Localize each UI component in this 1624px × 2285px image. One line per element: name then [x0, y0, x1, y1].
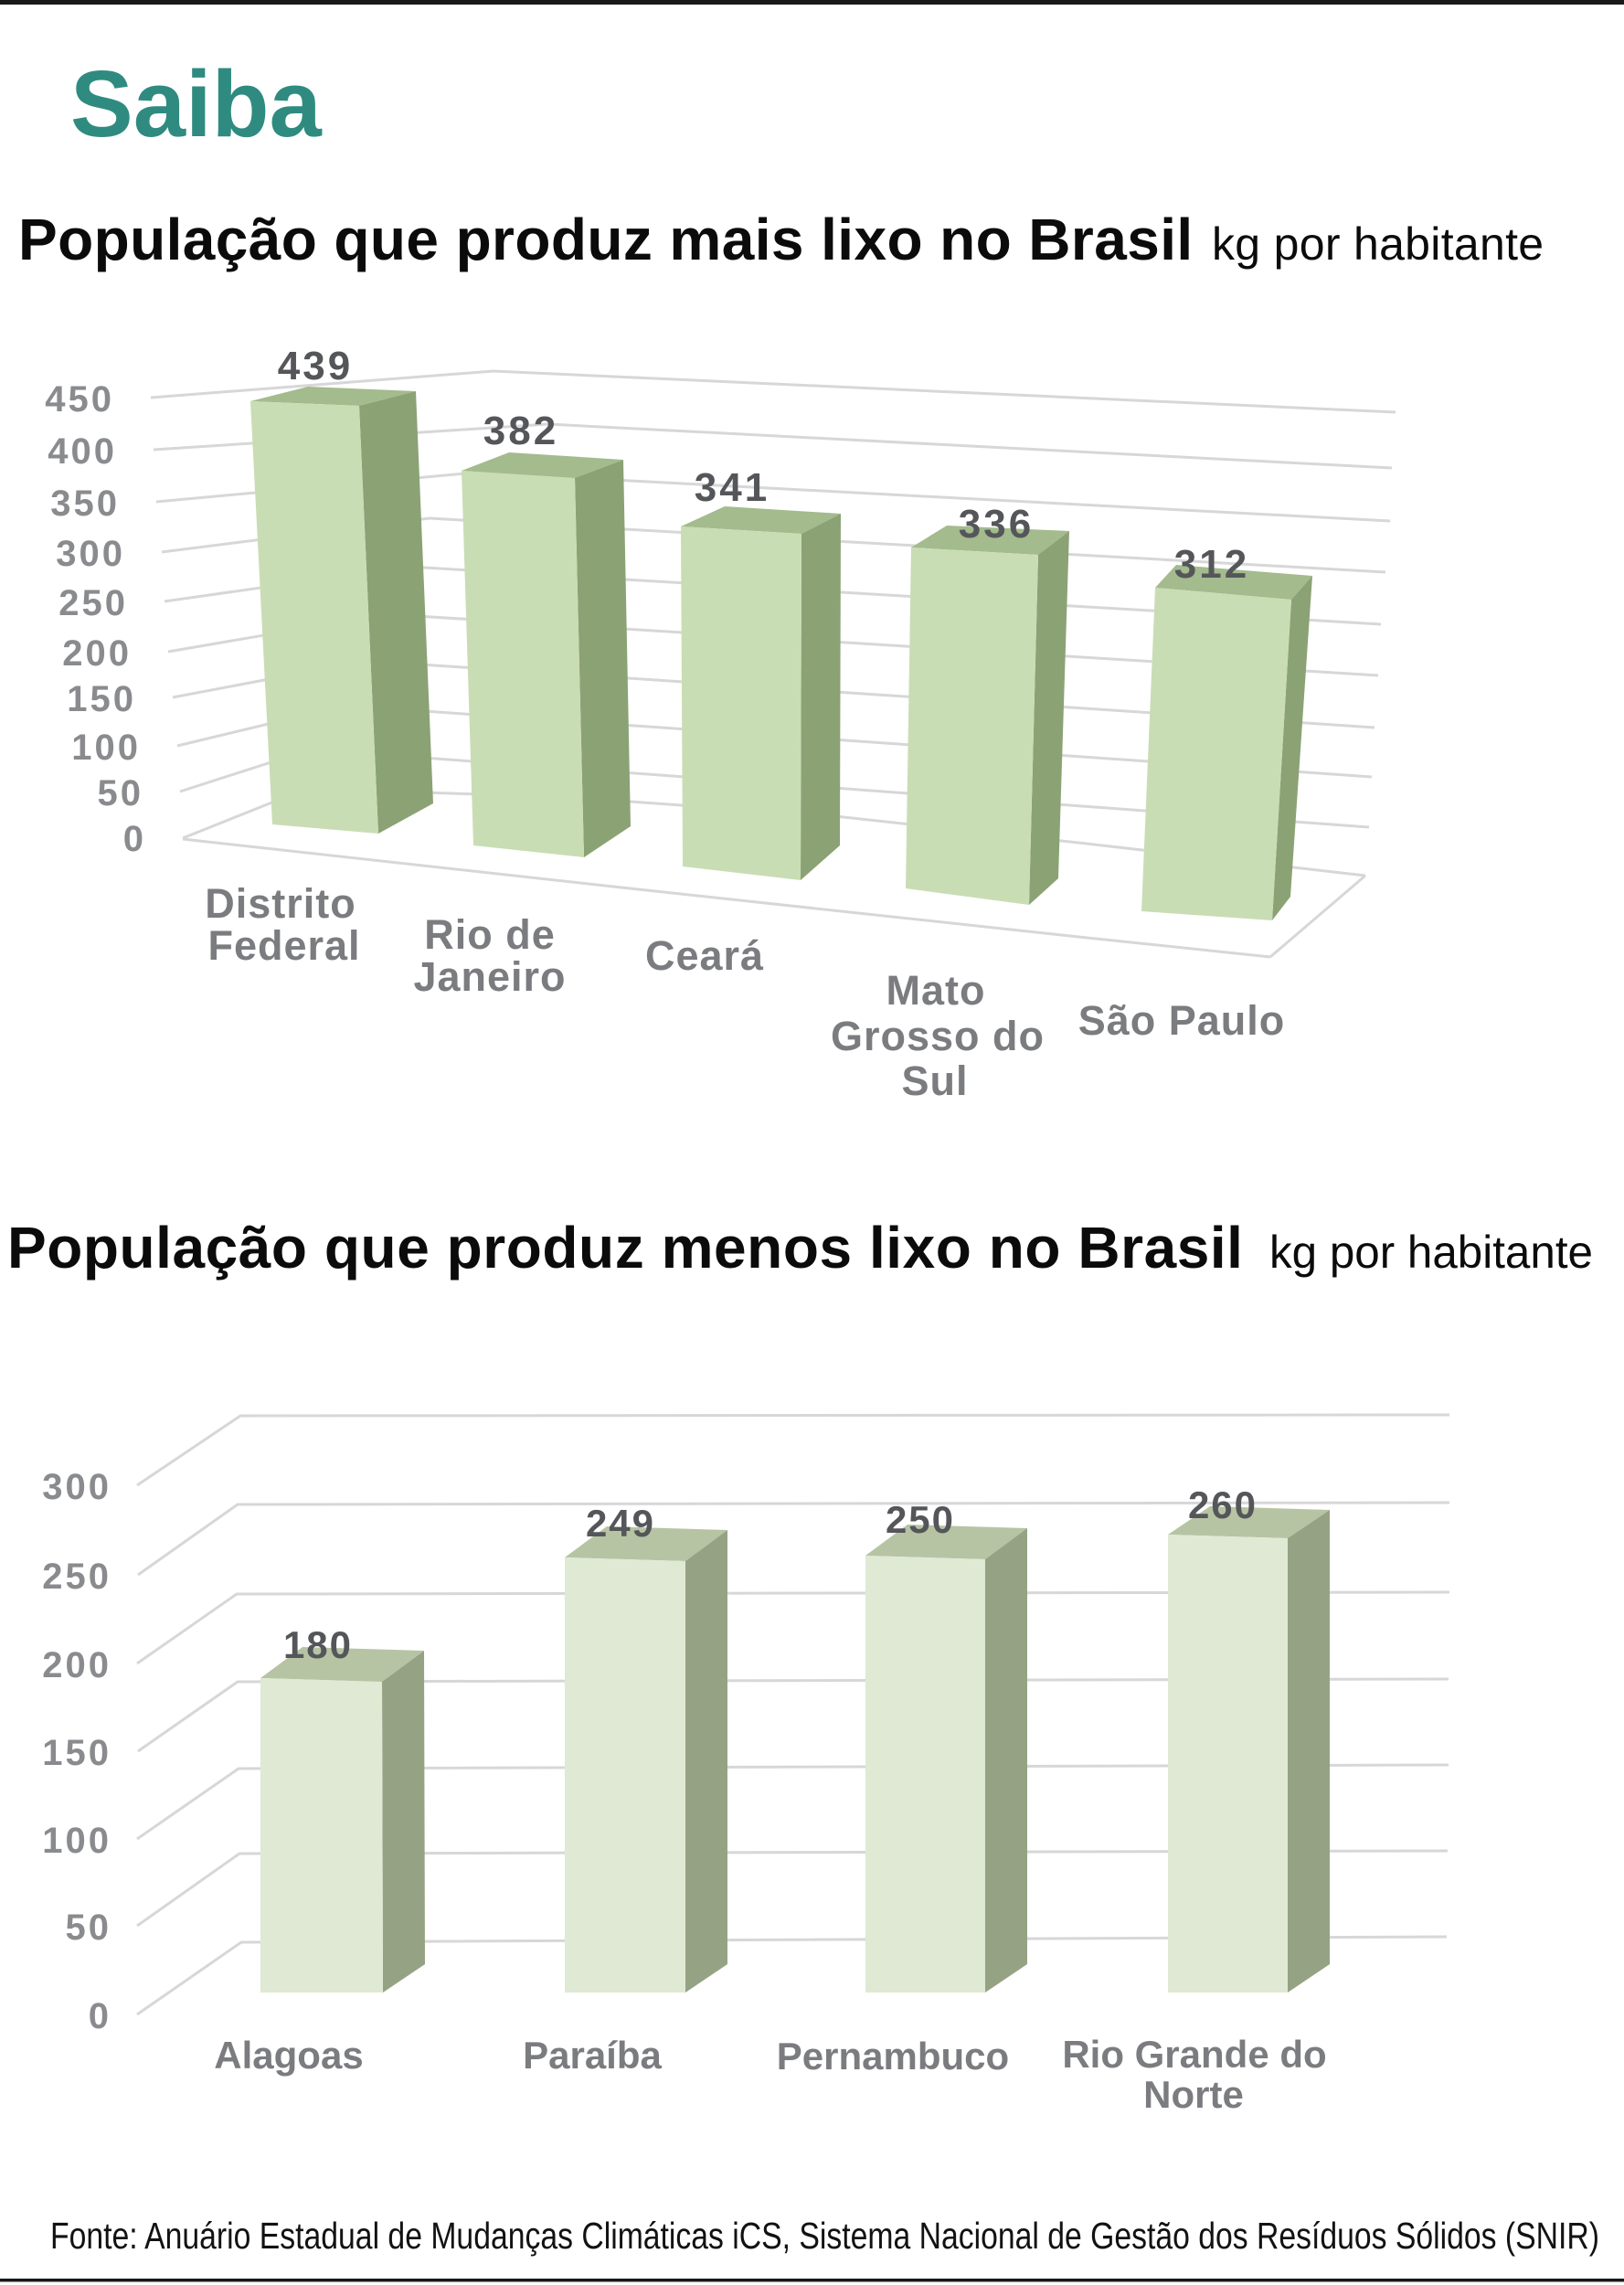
svg-text:População que produz mais lixo: População que produz mais lixo no Brasil: [18, 207, 1194, 272]
svg-text:Paraíba: Paraíba: [523, 2034, 662, 2077]
svg-text:0: 0: [89, 1996, 111, 2036]
svg-text:250: 250: [42, 1557, 111, 1597]
svg-text:São Paulo: São Paulo: [1078, 997, 1286, 1044]
svg-text:336: 336: [959, 502, 1034, 547]
svg-text:249: 249: [586, 1502, 655, 1545]
svg-text:100: 100: [42, 1821, 111, 1861]
svg-text:Fonte: Anuário Estadual de Mud: Fonte: Anuário Estadual de Mudanças Clim…: [50, 2215, 1599, 2257]
svg-text:150: 150: [42, 1733, 111, 1773]
svg-text:250: 250: [886, 1498, 955, 1541]
svg-text:200: 200: [42, 1645, 111, 1685]
svg-text:kg por habitante: kg por habitante: [1212, 218, 1544, 270]
svg-text:Ceará: Ceará: [645, 932, 764, 979]
svg-text:50: 50: [66, 1908, 112, 1948]
svg-text:Pernambuco: Pernambuco: [777, 2035, 1009, 2078]
svg-text:Saiba: Saiba: [70, 51, 323, 156]
svg-text:Janeiro: Janeiro: [413, 953, 566, 1000]
svg-text:Distrito: Distrito: [205, 880, 356, 927]
svg-text:260: 260: [1188, 1483, 1258, 1526]
svg-text:450: 450: [45, 379, 114, 420]
svg-text:180: 180: [283, 1623, 353, 1666]
svg-text:kg por habitante: kg por habitante: [1269, 1227, 1593, 1278]
svg-text:Rio de: Rio de: [424, 911, 556, 958]
svg-text:População que produz menos lix: População que produz menos lixo no Brasi…: [7, 1215, 1244, 1281]
svg-text:341: 341: [695, 465, 770, 510]
svg-text:300: 300: [56, 534, 125, 574]
svg-text:Federal: Federal: [207, 922, 360, 969]
svg-text:439: 439: [278, 344, 353, 388]
svg-text:Rio Grande do: Rio Grande do: [1062, 2033, 1326, 2076]
svg-text:Sul: Sul: [901, 1057, 968, 1104]
svg-text:400: 400: [48, 431, 117, 472]
svg-text:250: 250: [58, 583, 128, 623]
svg-text:382: 382: [483, 409, 558, 453]
svg-text:200: 200: [62, 633, 132, 674]
svg-text:Norte: Norte: [1143, 2073, 1244, 2116]
svg-text:100: 100: [71, 728, 141, 768]
svg-text:50: 50: [98, 773, 144, 813]
svg-text:Alagoas: Alagoas: [214, 2034, 363, 2077]
svg-text:150: 150: [67, 679, 136, 719]
svg-text:300: 300: [42, 1467, 111, 1507]
svg-text:312: 312: [1174, 542, 1249, 587]
svg-text:Mato: Mato: [886, 967, 986, 1014]
svg-text:0: 0: [123, 819, 146, 859]
svg-text:Grosso do: Grosso do: [831, 1013, 1045, 1059]
svg-text:350: 350: [50, 484, 120, 524]
